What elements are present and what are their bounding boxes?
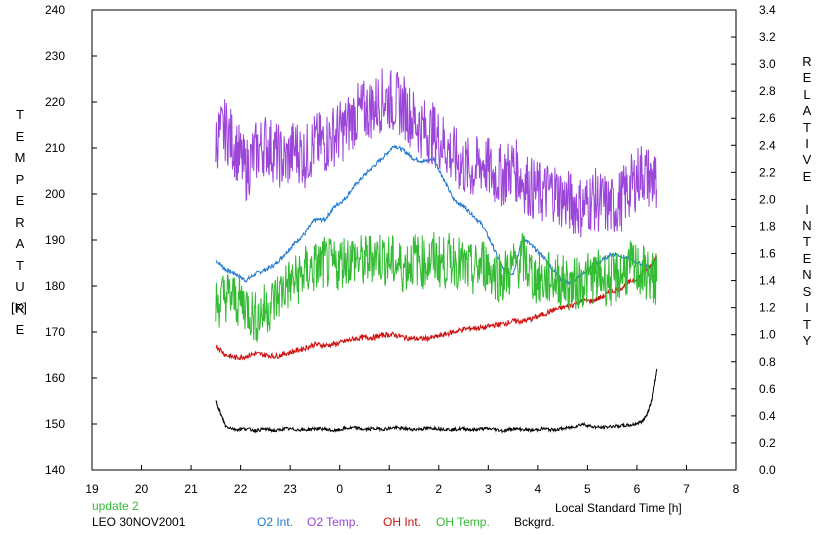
left-tick-label: 160: [45, 371, 65, 385]
left-tick-label: 210: [45, 141, 65, 155]
left-axis-ticks: 140 150 160 170 180 190 200 210 220 230 240: [45, 3, 97, 477]
site-date: LEO 30NOV2001: [92, 515, 186, 529]
series-bckgrd: [215, 368, 658, 434]
left-tick-label: 200: [45, 187, 65, 201]
axis-label-char: T: [16, 107, 24, 122]
left-tick-label: 180: [45, 279, 65, 293]
right-tick-label: 2.0: [759, 192, 776, 206]
axis-label-char: E: [15, 128, 25, 144]
x-axis-label: Local Standard Time [h]: [555, 501, 682, 515]
series-oh-temp: [215, 231, 658, 343]
legend-entry: OH Int.: [383, 515, 421, 529]
right-tick-label: 2.8: [759, 84, 776, 98]
axis-label-char: T: [803, 119, 811, 135]
x-tick-label: 1: [386, 482, 393, 496]
right-tick-label: 0.8: [759, 355, 776, 369]
axis-label-char: E: [15, 193, 25, 208]
legend-entry: O2 Temp.: [307, 515, 359, 529]
axis-label-char: E: [802, 70, 812, 86]
axis-label-char: I: [805, 136, 809, 152]
left-tick-label: 240: [45, 3, 65, 17]
right-tick-label: 3.0: [759, 57, 776, 71]
x-tick-label: 22: [234, 482, 248, 496]
x-tick-label: 4: [535, 482, 542, 496]
axis-label-char: M: [14, 150, 26, 165]
right-tick-label: 3.2: [759, 30, 776, 44]
left-axis-unit: [K]: [11, 300, 27, 315]
axis-label-char: [797, 185, 817, 201]
x-axis-ticks: 19 20 21 22 23 0 1 2 3 4 5 6 7 8: [85, 465, 740, 496]
right-tick-label: 1.2: [759, 301, 776, 315]
x-tick-label: 3: [485, 482, 492, 496]
x-tick-label: 2: [435, 482, 442, 496]
series-o2-temp: [215, 68, 658, 238]
right-axis-ticks: 0.0 0.2 0.4 0.6 0.8 1.0 1.2 1.4 1.6 1.8 2.0 2.2 2.4 2…: [731, 3, 776, 477]
legend-entry: O2 Int.: [257, 515, 293, 529]
x-tick-label: 6: [634, 482, 641, 496]
right-tick-label: 1.0: [759, 328, 776, 342]
right-tick-label: 2.6: [759, 111, 776, 125]
left-tick-label: 190: [45, 233, 65, 247]
axis-label-char: E: [802, 250, 812, 266]
right-tick-label: 1.8: [759, 219, 776, 233]
right-tick-label: 0.2: [759, 436, 776, 450]
legend-entry: OH Temp.: [436, 515, 490, 529]
series-layer: [215, 68, 658, 434]
update-note: update 2: [92, 499, 139, 513]
axis-label-char: R: [15, 214, 25, 230]
axis-label-char: E: [802, 168, 812, 184]
right-tick-label: 1.6: [759, 247, 776, 261]
axis-label-char: N: [802, 218, 812, 234]
x-tick-label: 21: [184, 482, 198, 496]
axis-label-char: I: [805, 201, 809, 217]
legend: O2 Int. O2 Temp. OH Int. OH Temp. Bckgrd.: [257, 515, 555, 529]
x-tick-label: 0: [336, 482, 343, 496]
axis-label-char: A: [802, 103, 812, 119]
legend-entry: Bckgrd.: [514, 515, 555, 529]
axis-label-char: L: [803, 86, 811, 102]
axis-label-char: T: [16, 257, 24, 273]
left-tick-label: 140: [45, 463, 65, 477]
axis-label-char: P: [15, 171, 25, 187]
axis-label-char: S: [802, 283, 812, 299]
series-oh-int: [215, 253, 657, 361]
x-tick-label: 23: [283, 482, 297, 496]
left-tick-label: 170: [45, 325, 65, 339]
axis-label-char: N: [802, 267, 812, 283]
axis-label-char: R: [802, 54, 812, 69]
axis-label-char: E: [15, 322, 25, 337]
right-tick-label: 2.2: [759, 165, 776, 179]
left-tick-label: 220: [45, 95, 65, 109]
left-tick-label: 230: [45, 49, 65, 63]
x-tick-label: 8: [733, 482, 740, 496]
axis-label-char: A: [15, 236, 25, 251]
axis-label-char: T: [803, 234, 811, 250]
axis-label-char: Y: [802, 332, 812, 348]
right-tick-label: 0.4: [759, 409, 776, 423]
right-tick-label: 2.4: [759, 138, 776, 152]
axis-label-char: T: [803, 316, 811, 332]
x-tick-label: 19: [85, 482, 99, 496]
x-tick-label: 5: [584, 482, 591, 496]
axis-label-char: U: [15, 279, 25, 294]
x-tick-label: 20: [135, 482, 149, 496]
right-tick-label: 0.6: [759, 382, 776, 396]
right-tick-label: 1.4: [759, 274, 776, 288]
axis-label-char: V: [802, 152, 812, 168]
left-tick-label: 150: [45, 417, 65, 431]
right-tick-label: 3.4: [759, 3, 776, 17]
axis-label-char: R: [15, 300, 25, 316]
right-tick-label: 0.0: [759, 463, 776, 477]
x-tick-label: 7: [683, 482, 690, 496]
axis-label-char: I: [805, 300, 809, 316]
